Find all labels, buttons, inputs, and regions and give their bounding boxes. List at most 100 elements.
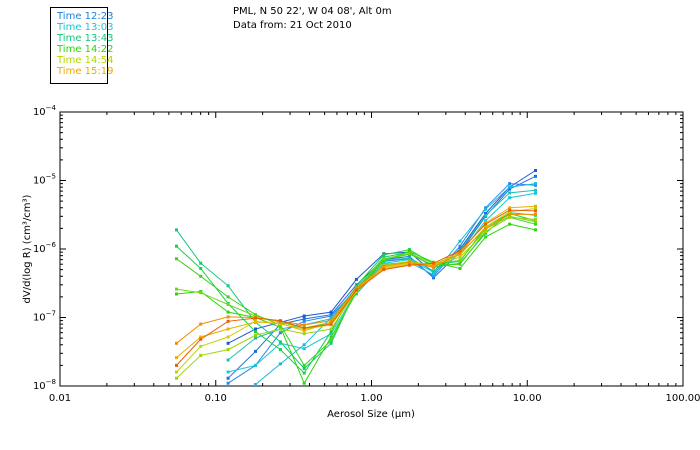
data-point — [382, 257, 386, 261]
data-point — [278, 340, 282, 344]
data-point — [254, 330, 257, 334]
data-point — [278, 348, 282, 352]
data-point — [254, 327, 257, 331]
data-point — [254, 349, 257, 353]
data-point — [278, 321, 282, 325]
data-point — [458, 249, 462, 253]
data-point — [508, 182, 512, 186]
data-point — [407, 248, 411, 252]
data-point — [508, 208, 512, 212]
y-tick-label: 10−8 — [33, 378, 56, 392]
data-point — [254, 320, 257, 324]
data-point — [534, 204, 537, 208]
data-point — [254, 316, 257, 320]
location-header: PML, N 50 22', W 04 08', Alt 0m — [233, 6, 392, 17]
data-point — [432, 273, 435, 277]
data-point — [175, 228, 178, 232]
data-point — [329, 320, 333, 324]
series-15 — [175, 212, 537, 345]
data-point — [534, 218, 537, 221]
data-point — [534, 191, 537, 195]
data-point — [226, 315, 230, 319]
series-line — [227, 189, 536, 361]
legend-entry-1: Time 12:23 — [57, 11, 114, 22]
data-point — [484, 219, 488, 223]
data-point — [226, 335, 230, 339]
data-point — [278, 331, 282, 335]
series-line — [176, 223, 536, 385]
data-point — [302, 381, 306, 385]
data-point — [278, 327, 282, 331]
data-point — [534, 222, 537, 226]
x-tick-label: 0.10 — [205, 393, 227, 404]
data-point — [432, 263, 435, 267]
data-point — [199, 353, 203, 357]
data-point — [407, 254, 411, 258]
data-point — [508, 210, 512, 214]
data-point — [226, 358, 230, 362]
data-point — [458, 239, 462, 243]
data-point — [354, 284, 358, 288]
y-tick-label: 10−4 — [33, 104, 57, 118]
data-point — [534, 183, 537, 187]
x-tick-label: 0.01 — [49, 393, 71, 404]
legend-entry-4: Time 14:22 — [57, 44, 114, 55]
data-point — [302, 329, 306, 333]
data-point — [226, 310, 230, 314]
data-point — [382, 255, 386, 259]
x-tick-label: 10.00 — [513, 393, 542, 404]
data-point — [199, 261, 203, 265]
data-point — [329, 341, 333, 345]
data-point — [458, 259, 462, 262]
data-point — [534, 174, 537, 178]
legend-entry-6: Time 15:19 — [57, 66, 114, 77]
series-line — [227, 183, 536, 384]
data-point — [226, 319, 230, 323]
date-header: Data from: 21 Oct 2010 — [233, 20, 352, 31]
data-point — [175, 257, 178, 261]
data-point — [302, 332, 306, 336]
data-point — [199, 267, 203, 270]
data-point — [382, 264, 386, 268]
data-point — [508, 191, 512, 195]
data-point — [407, 252, 411, 255]
data-point — [226, 381, 230, 385]
data-point — [329, 339, 333, 343]
tick-labels: 0.01 0.10 1.00 10.00 100.00 10−8 10−7 10−6 10−5 1… — [33, 104, 700, 404]
data-point — [175, 292, 178, 296]
data-point — [302, 363, 306, 367]
data-point — [407, 250, 411, 253]
data-point — [508, 185, 512, 189]
data-point — [226, 341, 230, 345]
data-point — [254, 383, 257, 386]
data-point — [302, 326, 306, 330]
data-point — [508, 206, 512, 210]
data-point — [484, 231, 488, 235]
data-point — [199, 291, 203, 295]
data-point — [226, 295, 230, 299]
data-point — [175, 363, 178, 367]
data-point — [432, 265, 435, 269]
plot-frame — [59, 111, 684, 387]
data-point — [175, 244, 178, 248]
data-point — [175, 341, 178, 345]
data-point — [254, 336, 257, 340]
data-point — [226, 327, 230, 331]
x-tick-label: 100.00 — [666, 393, 700, 404]
data-point — [302, 343, 306, 347]
legend-entry-2: Time 13:03 — [57, 22, 114, 33]
legend-entry-5: Time 14:54 — [57, 55, 114, 66]
data-point — [226, 370, 230, 374]
data-point — [407, 258, 411, 262]
series-line — [176, 215, 536, 329]
data-point — [329, 335, 333, 339]
data-point — [329, 322, 333, 326]
data-point — [458, 267, 462, 270]
data-point — [226, 303, 230, 306]
y-tick-label: 10−5 — [33, 173, 56, 187]
data-point — [534, 182, 537, 186]
data-point — [254, 333, 257, 337]
data-point — [302, 367, 306, 370]
data-point — [508, 222, 512, 226]
